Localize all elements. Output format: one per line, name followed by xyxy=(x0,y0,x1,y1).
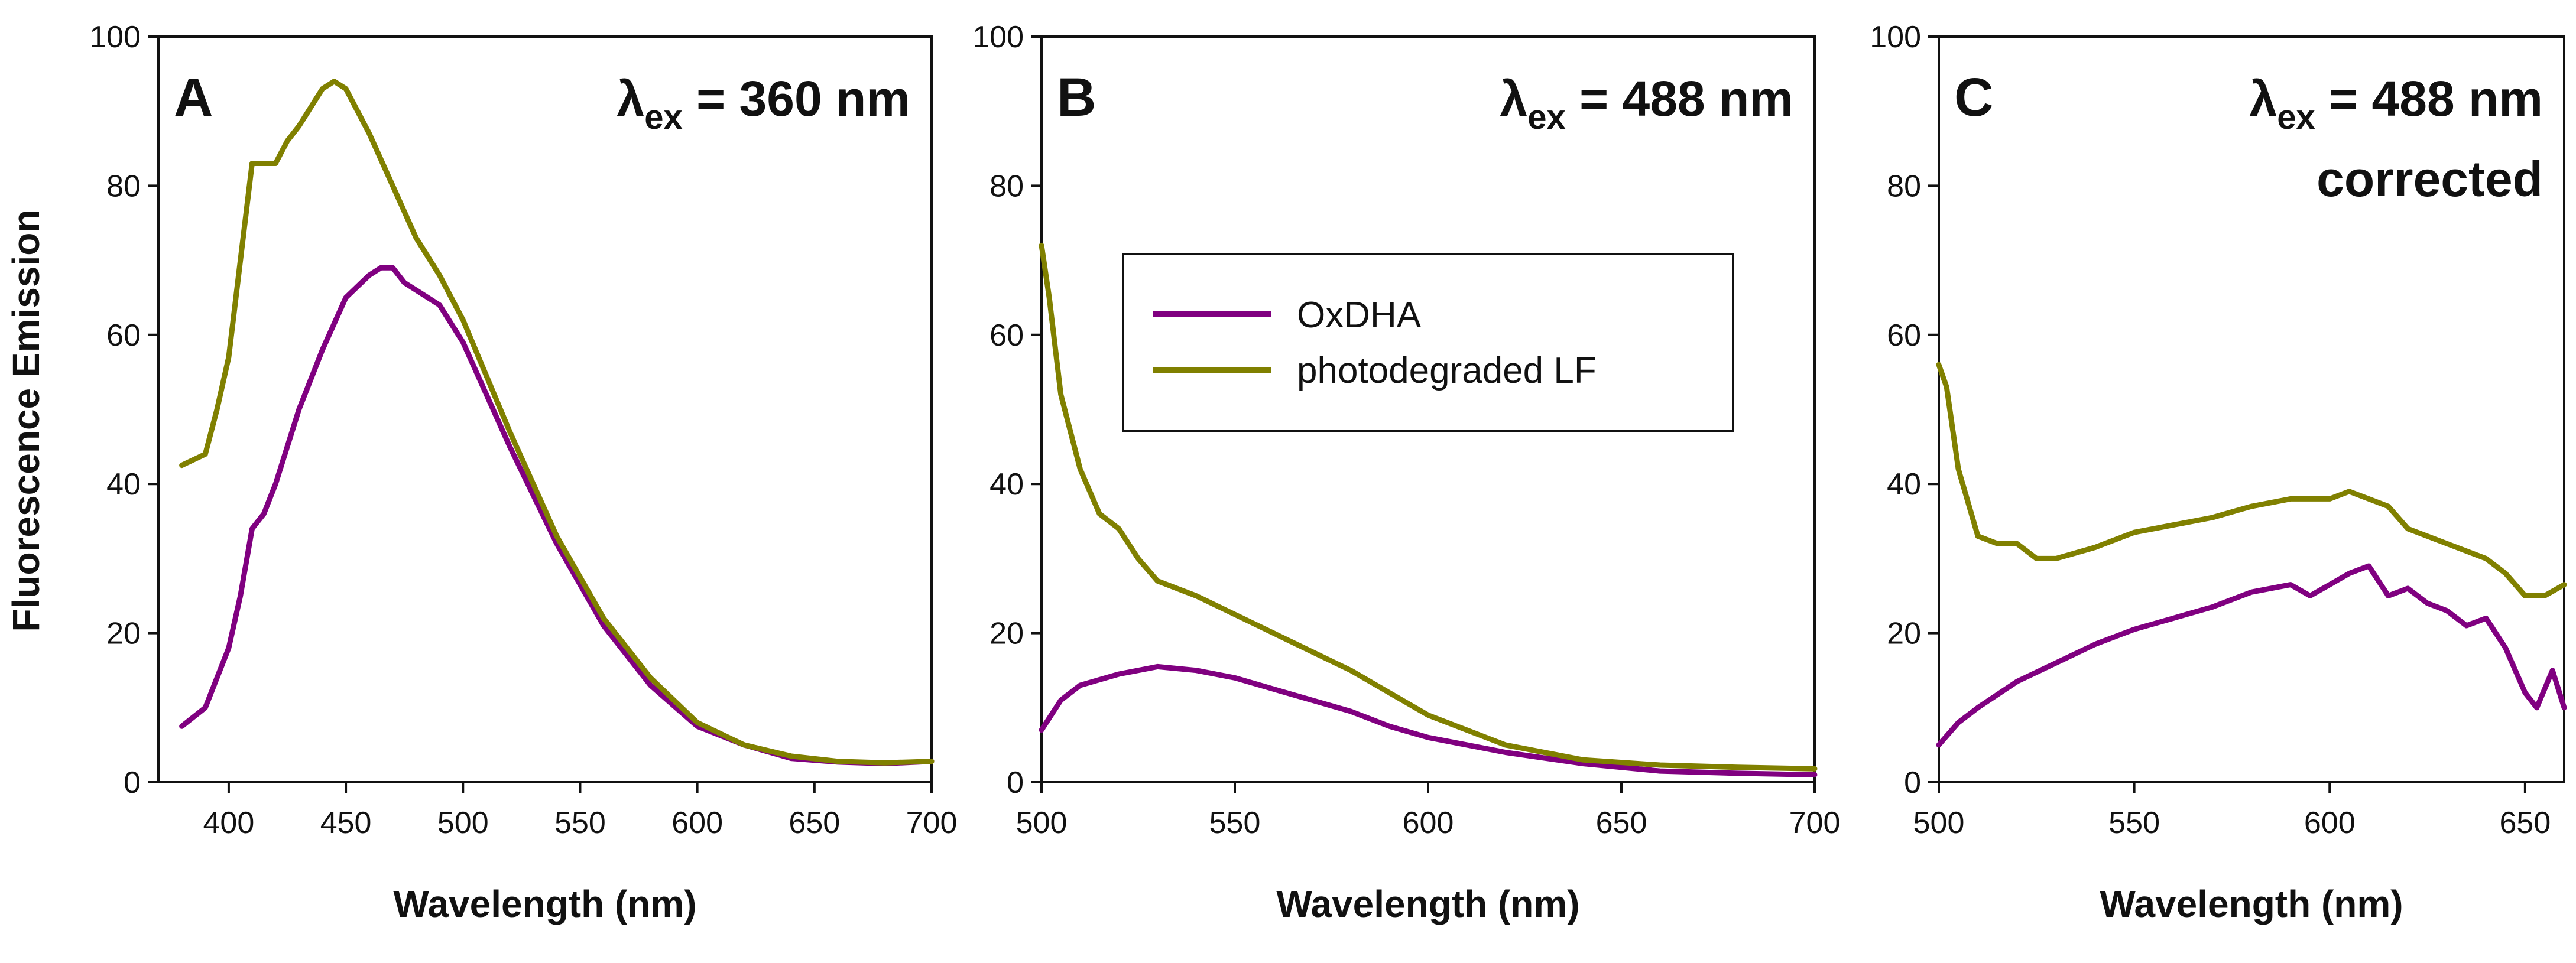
legend-box xyxy=(1122,253,1734,432)
y-tick-label-b-60: 60 xyxy=(989,318,1024,353)
legend-label-photodegraded-lf: photodegraded LF xyxy=(1297,350,1597,391)
y-tick-label-a-60: 60 xyxy=(106,318,141,353)
x-tick-label-c-600: 600 xyxy=(2304,806,2356,840)
y-tick-label-b-80: 80 xyxy=(989,169,1024,203)
panel-c: 0 20 40 60 80 100 500 550 600 650 Wavelength (nm) C… xyxy=(1870,20,2567,925)
x-tick-label-b-550: 550 xyxy=(1209,806,1261,840)
y-tick-label-a-80: 80 xyxy=(106,169,141,203)
excitation-label-b: λex = 488 nm xyxy=(1500,71,1793,136)
x-tick-label-a-700: 700 xyxy=(906,806,958,840)
y-tick-label-b-100: 100 xyxy=(972,20,1024,54)
series-line-c-oxdha xyxy=(1936,563,2567,748)
series-line-c-photodegraded-lf xyxy=(1936,362,2567,598)
plot-frame-a xyxy=(157,35,933,783)
x-tick-label-c-550: 550 xyxy=(2108,806,2160,840)
legend-label-oxdha: OxDHA xyxy=(1297,295,1422,336)
y-tick-label-c-40: 40 xyxy=(1887,467,1921,502)
y-axis-label: Fluorescence Emission xyxy=(5,210,47,632)
y-tick-label-c-0: 0 xyxy=(1904,766,1921,800)
y-tick-label-b-0: 0 xyxy=(1007,766,1024,800)
y-tick-label-c-80: 80 xyxy=(1887,169,1921,203)
y-tick-label-a-100: 100 xyxy=(89,20,141,54)
panel-letter-b: B xyxy=(1057,67,1096,128)
excitation-label-c: λex = 488 nm xyxy=(2250,71,2543,136)
x-tick-label-a-400: 400 xyxy=(203,806,255,840)
y-tick-label-a-0: 0 xyxy=(124,766,141,800)
x-tick-label-a-450: 450 xyxy=(320,806,372,840)
panel-b: 0 20 40 60 80 100 500 550 600 650 700 Wavelength (n… xyxy=(972,20,1840,925)
x-axis-label-b: Wavelength (nm) xyxy=(1276,883,1579,925)
series-line-b-oxdha xyxy=(1039,663,1818,777)
panel-letter-a: A xyxy=(174,67,213,128)
x-tick-label-b-500: 500 xyxy=(1016,806,1068,840)
panel-a: 0 20 40 60 80 100 400 450 500 550 600 650 700 Wavelen… xyxy=(89,20,957,925)
x-tick-label-b-650: 650 xyxy=(1596,806,1647,840)
series-line-a-photodegraded-lf xyxy=(179,79,935,766)
legend: OxDHA photodegraded LF xyxy=(1122,253,1734,432)
x-tick-label-a-600: 600 xyxy=(671,806,723,840)
x-axis-label-c: Wavelength (nm) xyxy=(2100,883,2403,925)
x-axis-label-a: Wavelength (nm) xyxy=(393,883,696,925)
y-tick-label-b-40: 40 xyxy=(989,467,1024,502)
x-tick-label-b-600: 600 xyxy=(1403,806,1454,840)
x-tick-label-a-650: 650 xyxy=(789,806,840,840)
x-tick-label-c-650: 650 xyxy=(2499,806,2551,840)
y-tick-label-c-60: 60 xyxy=(1887,318,1921,353)
x-tick-label-c-500: 500 xyxy=(1913,806,1965,840)
y-tick-label-a-40: 40 xyxy=(106,467,141,502)
panel-letter-c: C xyxy=(1954,67,1993,128)
y-tick-label-c-20: 20 xyxy=(1887,617,1921,651)
plot-frame-c xyxy=(1938,35,2565,783)
y-tick-label-b-20: 20 xyxy=(989,617,1024,651)
excitation-label-a: λex = 360 nm xyxy=(617,71,910,136)
y-tick-label-c-100: 100 xyxy=(1870,20,1921,54)
x-tick-label-b-700: 700 xyxy=(1789,806,1841,840)
x-tick-label-a-500: 500 xyxy=(437,806,489,840)
excitation-note-c: corrected xyxy=(2317,151,2543,207)
x-tick-label-a-550: 550 xyxy=(554,806,606,840)
series-line-b-photodegraded-lf xyxy=(1039,242,1818,772)
y-tick-label-a-20: 20 xyxy=(106,617,141,651)
